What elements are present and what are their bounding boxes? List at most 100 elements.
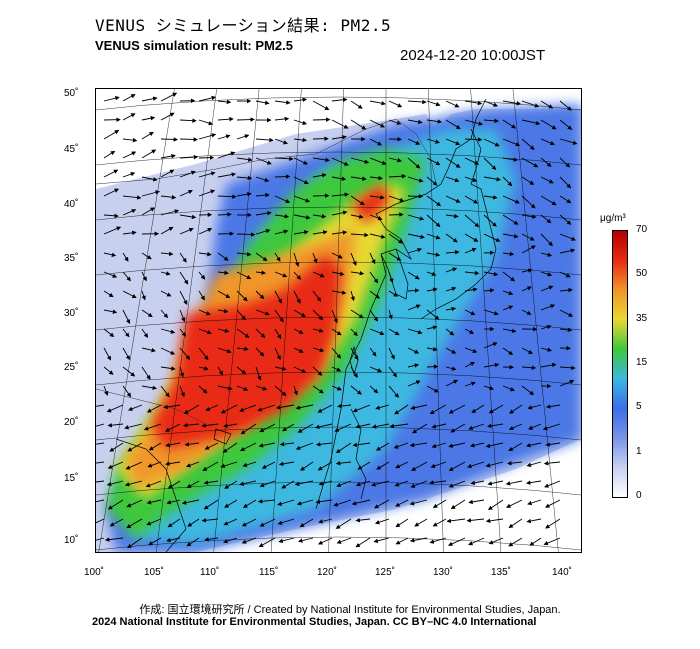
wind-arrow [143, 423, 162, 431]
wind-arrow [165, 461, 181, 466]
wind-arrow [559, 176, 572, 189]
map-canvas [96, 89, 581, 552]
wind-arrow [407, 99, 427, 105]
wind-arrow [483, 118, 499, 124]
wind-arrow [107, 461, 124, 469]
wind-arrow [279, 441, 295, 447]
wind-arrow [257, 499, 276, 504]
wind-arrow [179, 271, 189, 285]
wind-arrow [255, 137, 274, 143]
wind-arrow [315, 499, 333, 504]
wind-arrow [445, 213, 459, 219]
wind-arrow [426, 157, 441, 166]
wind-arrow [184, 442, 200, 447]
wind-arrow [527, 499, 542, 506]
wind-arrow [179, 189, 193, 197]
wind-arrow [122, 209, 137, 216]
wind-arrow [103, 328, 115, 338]
wind-arrow [502, 195, 520, 204]
wind-arrow [331, 210, 348, 216]
colorbar-tick-label: 35 [636, 312, 648, 324]
wind-arrow [160, 328, 176, 334]
wind-arrow [198, 95, 217, 102]
wind-arrow [430, 461, 447, 469]
wind-arrow [369, 100, 386, 106]
wind-arrow [483, 138, 500, 147]
wind-arrow [545, 442, 561, 447]
wind-arrow [407, 157, 421, 169]
wind-arrow [124, 423, 143, 430]
wind-arrow [293, 157, 309, 165]
wind-arrow [312, 309, 324, 321]
wind-arrow [274, 116, 290, 122]
wind-arrow [179, 118, 197, 123]
wind-arrow [312, 214, 327, 219]
graticule-latitude [96, 206, 581, 221]
wind-arrow [445, 286, 457, 292]
wind-arrow [374, 499, 390, 509]
lon-tick-label: 110˚ [200, 567, 220, 578]
wind-arrow [331, 366, 342, 372]
wind-arrow [350, 290, 355, 302]
lat-tick-label: 35˚ [64, 253, 79, 264]
wind-arrow [293, 347, 304, 353]
wind-arrow [369, 119, 386, 128]
wind-arrow [103, 309, 118, 314]
wind-arrow [198, 385, 208, 394]
wind-arrow [388, 347, 395, 360]
wind-arrow [388, 233, 403, 244]
wind-arrow [124, 480, 143, 487]
wind-arrow [526, 442, 542, 448]
wind-arrow [431, 442, 447, 449]
wind-arrow [217, 212, 232, 217]
graticule-longitude [328, 89, 344, 552]
wind-arrow [350, 328, 358, 337]
wind-arrow [148, 442, 162, 451]
wind-arrow [521, 100, 540, 108]
wind-arrow [141, 328, 149, 339]
wind-arrow [293, 137, 308, 143]
wind-arrow [448, 404, 466, 414]
wind-arrow [109, 518, 124, 527]
wind-arrow [103, 290, 114, 298]
wind-arrow [445, 267, 458, 273]
wind-arrow [464, 176, 478, 183]
colorbar-unit: μg/m³ [600, 213, 626, 224]
wind-arrow [126, 499, 143, 508]
wind-arrow [141, 116, 156, 121]
wind-arrow [464, 137, 483, 142]
graticule-latitude [96, 371, 581, 386]
wind-arrow [122, 290, 137, 299]
wind-arrow [122, 137, 138, 143]
wind-arrow [126, 518, 143, 529]
wind-arrow [198, 189, 216, 197]
wind-arrow [395, 518, 409, 528]
wind-arrow [483, 176, 501, 182]
wind-arrow [258, 442, 276, 448]
wind-arrow [293, 97, 308, 103]
wind-arrow [543, 460, 561, 466]
wind-arrow [274, 214, 290, 219]
wind-arrow [125, 461, 143, 470]
wind-arrow [294, 480, 314, 487]
wind-arrow [141, 176, 158, 182]
forecast-timestamp: 2024-12-20 10:00JST [400, 47, 546, 64]
wind-arrow [559, 157, 571, 168]
wind-arrow [388, 195, 405, 203]
wind-arrow [312, 173, 327, 178]
wind-arrow [146, 404, 162, 413]
wind-arrow [236, 328, 250, 338]
wind-arrow [355, 480, 371, 487]
wind-arrow [528, 423, 542, 430]
wind-arrow [146, 518, 162, 526]
wind-arrow [331, 290, 347, 295]
wind-arrow [521, 138, 535, 150]
wind-arrow [198, 227, 213, 235]
wind-arrow [96, 537, 105, 541]
wind-arrow [487, 499, 504, 510]
wind-arrow [540, 285, 554, 292]
coastline-indochina [115, 438, 187, 552]
wind-arrow [483, 214, 497, 227]
wind-arrow [103, 252, 117, 257]
wind-arrow [448, 442, 466, 448]
